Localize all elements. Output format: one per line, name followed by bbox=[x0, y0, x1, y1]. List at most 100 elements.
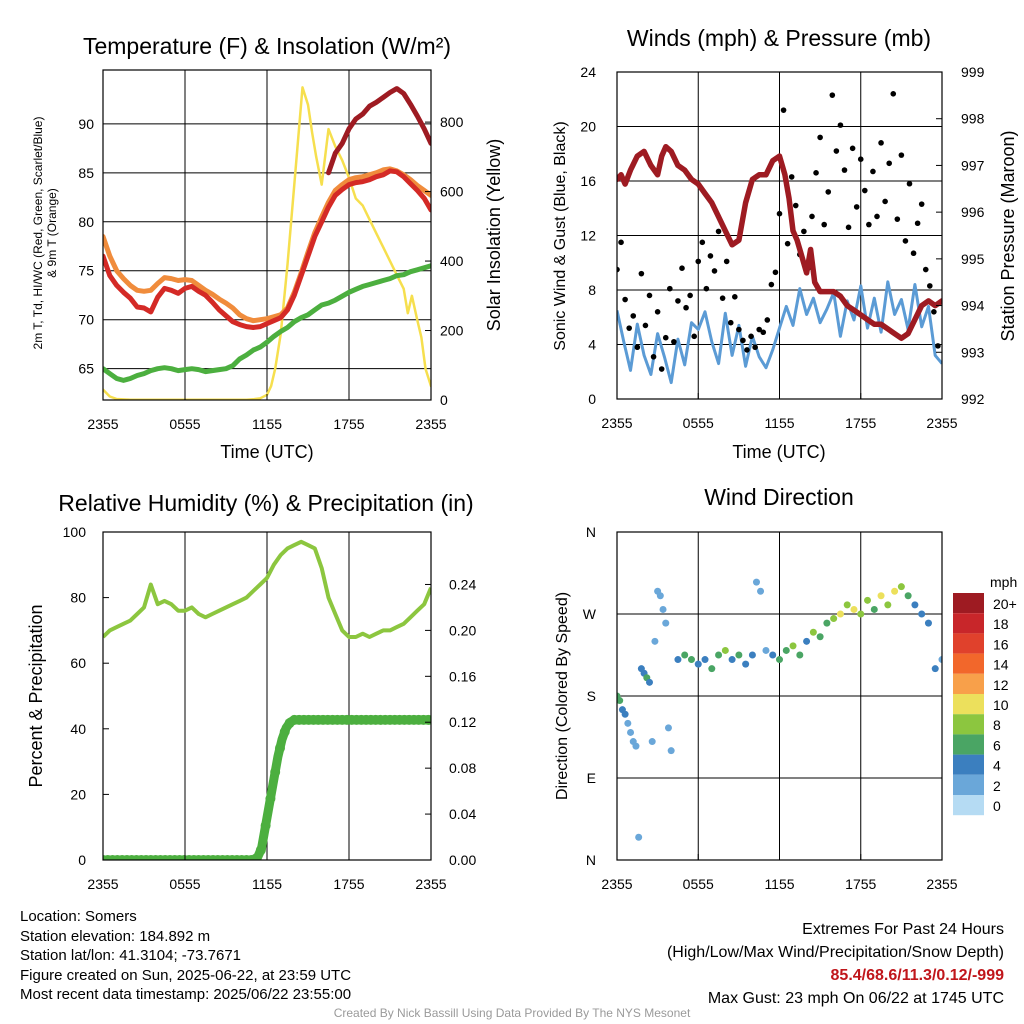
gust-point bbox=[671, 338, 677, 345]
y-tick-label-left: 20 bbox=[580, 119, 596, 135]
y-tick-label-left: 8 bbox=[588, 282, 596, 298]
direction-point bbox=[742, 660, 750, 668]
y-tick-label-right: 994 bbox=[961, 298, 985, 314]
direction-point bbox=[646, 678, 653, 686]
gust-point bbox=[927, 283, 933, 289]
temperature-title: Temperature (F) & Insolation (W/m²) bbox=[83, 33, 451, 59]
gust-point bbox=[768, 281, 775, 288]
gust-point bbox=[630, 313, 637, 319]
direction-point bbox=[632, 742, 640, 750]
gust-point bbox=[817, 134, 823, 141]
y-tick-label-left: E bbox=[587, 770, 596, 786]
gust-point bbox=[801, 228, 807, 235]
legend-swatch bbox=[953, 653, 984, 674]
x-tick-label: 2355 bbox=[601, 415, 632, 431]
gust-point bbox=[857, 156, 864, 162]
gust-point bbox=[914, 220, 921, 227]
gust-point bbox=[898, 152, 905, 158]
y-tick-label-left: W bbox=[583, 606, 597, 622]
recent-text: Most recent data timestamp: 2025/06/22 2… bbox=[20, 986, 352, 1003]
gust-point bbox=[825, 189, 832, 195]
direction-title: Wind Direction bbox=[704, 484, 854, 510]
direction-point bbox=[836, 610, 844, 618]
humidity-ylabel-left: Percent & Precipitation bbox=[26, 604, 46, 787]
direction-point bbox=[830, 615, 838, 623]
legend-swatch bbox=[953, 774, 984, 795]
gust-point bbox=[760, 329, 767, 336]
gust-point bbox=[882, 198, 888, 205]
gust-point bbox=[695, 258, 702, 265]
x-tick-label: 1155 bbox=[252, 876, 282, 892]
series-sonic-wind bbox=[617, 280, 942, 385]
direction-point bbox=[850, 605, 858, 613]
direction-point bbox=[674, 656, 682, 664]
x-tick-label: 1755 bbox=[845, 415, 876, 431]
y-tick-label-left: 0 bbox=[588, 391, 596, 407]
temp-ylabel-left-line2: & 9m T (Orange) bbox=[45, 188, 59, 278]
direction-point bbox=[782, 646, 790, 654]
x-tick-label: 1755 bbox=[845, 876, 876, 892]
gust-point bbox=[878, 140, 884, 146]
direction-point bbox=[769, 651, 777, 659]
y-tick-label-left: N bbox=[586, 852, 596, 868]
station-info: Location: Somers Station elevation: 184.… bbox=[20, 907, 351, 1005]
gust-point bbox=[809, 213, 815, 220]
gust-point bbox=[752, 344, 758, 351]
gust-point bbox=[617, 266, 620, 273]
y-tick-label-left: 16 bbox=[580, 173, 596, 189]
x-tick-label: 1155 bbox=[764, 876, 794, 892]
gust-point bbox=[618, 239, 624, 246]
gust-point bbox=[910, 250, 917, 257]
winds-ylabel-left: Sonic Wind & Gust (Blue, Black) bbox=[552, 121, 569, 350]
x-tick-label: 1755 bbox=[333, 876, 364, 892]
location-text: Location: Somers bbox=[20, 908, 137, 925]
y-tick-label-right: 993 bbox=[961, 344, 985, 360]
gust-point bbox=[784, 240, 791, 247]
direction-point bbox=[681, 651, 689, 659]
direction-plot bbox=[617, 578, 942, 841]
direction-point bbox=[924, 619, 932, 627]
gust-point bbox=[748, 333, 754, 340]
legend-swatch bbox=[953, 734, 984, 755]
legend-swatch bbox=[953, 694, 984, 715]
gust-point bbox=[736, 326, 742, 333]
winds-title: Winds (mph) & Pressure (mb) bbox=[627, 25, 931, 51]
x-tick-label: 2355 bbox=[87, 876, 118, 892]
gust-point bbox=[837, 122, 844, 128]
direction-point bbox=[884, 601, 892, 609]
y-tick-label-right: 600 bbox=[440, 184, 464, 200]
x-tick-label: 0555 bbox=[169, 876, 200, 892]
precip-point bbox=[251, 853, 262, 860]
direction-point bbox=[721, 646, 729, 654]
series-9m-t bbox=[103, 166, 431, 324]
gust-point bbox=[715, 228, 722, 235]
x-tick-label: 2355 bbox=[601, 876, 632, 892]
direction-point bbox=[715, 651, 723, 659]
legend-title: mph bbox=[990, 574, 1017, 590]
legend-swatch bbox=[953, 795, 984, 816]
direction-point bbox=[667, 747, 675, 755]
y-tick-label-left: 24 bbox=[580, 64, 596, 80]
gust-point bbox=[874, 213, 880, 220]
y-tick-label-left: S bbox=[587, 688, 596, 704]
y-tick-label-right: 400 bbox=[440, 253, 464, 269]
precip-point bbox=[260, 820, 271, 831]
y-tick-label-right: 0.24 bbox=[449, 576, 476, 592]
direction-point bbox=[803, 637, 811, 645]
x-tick-label: 1155 bbox=[764, 415, 794, 431]
direction-point bbox=[635, 833, 643, 841]
x-tick-label: 2355 bbox=[87, 416, 118, 432]
precip-point bbox=[279, 726, 290, 737]
direction-point bbox=[904, 592, 912, 600]
gust-point bbox=[646, 292, 653, 299]
legend-label: 20+ bbox=[993, 596, 1017, 612]
gust-point bbox=[894, 216, 901, 222]
direction-point bbox=[809, 628, 817, 636]
legend-label: 6 bbox=[993, 737, 1001, 753]
direction-point bbox=[708, 665, 716, 673]
gust-point bbox=[866, 221, 872, 228]
gust-point bbox=[740, 337, 746, 344]
direction-point bbox=[891, 587, 899, 595]
gust-point bbox=[862, 187, 868, 194]
gust-point bbox=[906, 180, 913, 187]
